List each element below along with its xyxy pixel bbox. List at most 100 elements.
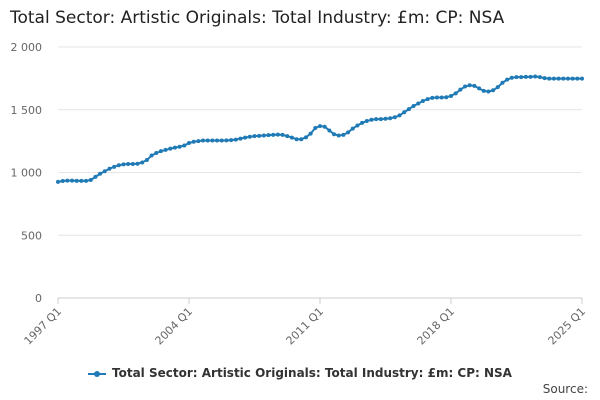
data-point[interactable] <box>346 130 351 135</box>
data-point[interactable] <box>88 178 93 183</box>
data-point[interactable] <box>378 117 383 122</box>
data-point[interactable] <box>130 161 135 166</box>
data-point[interactable] <box>289 135 294 140</box>
data-point[interactable] <box>201 138 206 143</box>
data-point[interactable] <box>243 135 248 140</box>
data-point[interactable] <box>551 76 556 81</box>
data-point[interactable] <box>60 179 65 184</box>
data-point[interactable] <box>486 89 491 94</box>
data-point[interactable] <box>481 88 486 93</box>
data-point[interactable] <box>332 132 337 137</box>
data-point[interactable] <box>477 86 482 91</box>
data-point[interactable] <box>523 74 528 79</box>
data-point[interactable] <box>177 144 182 149</box>
data-point[interactable] <box>172 145 177 150</box>
data-point[interactable] <box>355 123 360 128</box>
data-point[interactable] <box>463 84 468 89</box>
data-point[interactable] <box>392 115 397 120</box>
data-point[interactable] <box>397 113 402 118</box>
data-point[interactable] <box>303 135 308 140</box>
data-point[interactable] <box>196 139 201 144</box>
data-point[interactable] <box>238 136 243 141</box>
data-point[interactable] <box>210 138 215 143</box>
data-point[interactable] <box>425 97 430 102</box>
data-point[interactable] <box>247 134 252 139</box>
data-point[interactable] <box>458 87 463 92</box>
data-point[interactable] <box>187 141 191 146</box>
data-point[interactable] <box>430 95 435 100</box>
data-point[interactable] <box>224 138 229 143</box>
data-point[interactable] <box>509 75 514 80</box>
data-point[interactable] <box>556 76 561 81</box>
data-point[interactable] <box>402 110 407 115</box>
data-point[interactable] <box>388 116 393 121</box>
data-point[interactable] <box>112 164 117 169</box>
legend[interactable]: Total Sector: Artistic Originals: Total … <box>0 366 600 380</box>
data-point[interactable] <box>495 85 500 90</box>
data-point[interactable] <box>135 161 140 166</box>
data-point[interactable] <box>102 169 107 174</box>
data-point[interactable] <box>411 103 416 108</box>
data-point[interactable] <box>322 124 327 129</box>
data-point[interactable] <box>547 76 552 81</box>
data-point[interactable] <box>383 116 388 121</box>
data-point[interactable] <box>275 132 280 137</box>
data-point[interactable] <box>271 132 276 137</box>
data-point[interactable] <box>144 157 149 162</box>
data-point[interactable] <box>434 95 439 100</box>
data-point[interactable] <box>406 107 411 112</box>
data-point[interactable] <box>453 91 458 96</box>
data-point[interactable] <box>575 76 580 81</box>
data-point[interactable] <box>416 101 421 106</box>
data-point[interactable] <box>84 178 89 183</box>
data-point[interactable] <box>182 143 187 148</box>
data-point[interactable] <box>121 162 126 167</box>
data-point[interactable] <box>491 88 496 93</box>
data-point[interactable] <box>369 117 374 122</box>
data-point[interactable] <box>79 178 84 183</box>
data-point[interactable] <box>439 95 444 100</box>
data-point[interactable] <box>107 166 112 171</box>
data-point[interactable] <box>126 161 131 166</box>
data-point[interactable] <box>364 119 369 124</box>
data-point[interactable] <box>294 137 299 142</box>
data-point[interactable] <box>149 153 154 158</box>
data-point[interactable] <box>350 126 355 131</box>
data-point[interactable] <box>74 178 79 183</box>
data-point[interactable] <box>205 138 210 143</box>
data-point[interactable] <box>537 75 542 80</box>
data-point[interactable] <box>261 133 266 138</box>
data-point[interactable] <box>500 80 505 85</box>
data-point[interactable] <box>374 117 379 122</box>
data-point[interactable] <box>191 139 196 144</box>
data-point[interactable] <box>514 75 519 80</box>
data-point[interactable] <box>308 131 313 136</box>
data-point[interactable] <box>140 160 145 165</box>
data-point[interactable] <box>70 178 75 183</box>
data-point[interactable] <box>313 125 318 130</box>
data-point[interactable] <box>65 178 70 183</box>
data-point[interactable] <box>420 98 425 103</box>
data-point[interactable] <box>116 163 121 168</box>
data-point[interactable] <box>158 149 163 154</box>
data-point[interactable] <box>93 174 98 179</box>
data-point[interactable] <box>219 138 224 143</box>
data-point[interactable] <box>285 134 290 139</box>
data-point[interactable] <box>570 76 575 81</box>
data-point[interactable] <box>449 93 453 98</box>
data-point[interactable] <box>444 95 449 100</box>
data-point[interactable] <box>266 133 271 138</box>
data-point[interactable] <box>154 151 159 156</box>
data-point[interactable] <box>542 76 547 81</box>
data-point[interactable] <box>565 76 570 81</box>
data-point[interactable] <box>467 83 472 88</box>
data-point[interactable] <box>472 83 477 88</box>
data-point[interactable] <box>519 75 524 80</box>
data-point[interactable] <box>580 76 584 81</box>
data-point[interactable] <box>327 128 332 133</box>
data-point[interactable] <box>318 124 322 129</box>
data-point[interactable] <box>252 134 257 139</box>
data-point[interactable] <box>505 77 510 82</box>
data-point[interactable] <box>528 74 533 79</box>
data-point[interactable] <box>56 179 60 184</box>
